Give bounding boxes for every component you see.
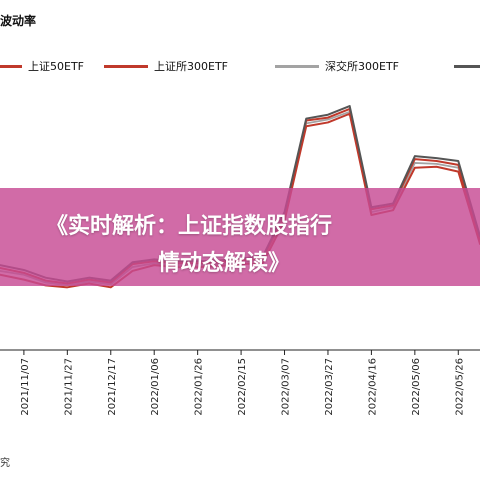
legend-swatch-szse300etf bbox=[275, 64, 319, 68]
legend-item-series-4 bbox=[454, 56, 480, 76]
legend-item-sh50etf: 上证50ETF bbox=[0, 56, 84, 76]
legend-label-sse300etf: 上证所300ETF bbox=[154, 60, 228, 73]
x-tick-label: 2022/05/26 bbox=[454, 358, 465, 416]
x-tick-label: 2022/01/06 bbox=[150, 358, 161, 416]
x-tick-label: 2022/02/15 bbox=[237, 358, 248, 416]
x-tick-label: 2022/05/06 bbox=[411, 358, 422, 416]
banner-line-1: 《实时解析：上证指数股指行 bbox=[46, 214, 333, 239]
x-tick-label: 2021/11/07 bbox=[20, 358, 31, 416]
legend-item-sse300etf: 上证所300ETF bbox=[104, 56, 228, 76]
legend-swatch-series-4 bbox=[454, 64, 480, 68]
x-tick-label: 2021/12/17 bbox=[107, 358, 118, 416]
chart-title: 波动率 bbox=[0, 14, 37, 28]
source-note: 究 bbox=[0, 458, 10, 469]
legend-label-sh50etf: 上证50ETF bbox=[28, 60, 84, 73]
legend-label-szse300etf: 深交所300ETF bbox=[325, 60, 399, 73]
x-tick-label: 2022/03/07 bbox=[281, 358, 292, 416]
x-tick-label: 2022/01/26 bbox=[194, 358, 205, 416]
legend-swatch-sh50etf bbox=[0, 64, 22, 68]
x-tick-label: 2021/11/27 bbox=[63, 358, 74, 416]
x-tick-label: 2022/04/16 bbox=[367, 358, 378, 416]
headline-banner: 《实时解析：上证指数股指行 情动态解读》 bbox=[0, 188, 480, 286]
banner-line-2: 情动态解读》 bbox=[158, 251, 291, 276]
legend-item-szse300etf: 深交所300ETF bbox=[275, 56, 399, 76]
legend-swatch-sse300etf bbox=[104, 64, 148, 68]
chart-legend: 上证50ETF 上证所300ETF 深交所300ETF bbox=[0, 56, 480, 76]
x-tick-label: 2022/03/27 bbox=[324, 358, 335, 416]
